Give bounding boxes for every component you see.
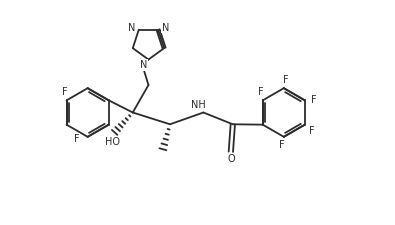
Text: F: F	[279, 140, 285, 151]
Text: N: N	[162, 23, 169, 33]
Text: F: F	[309, 126, 315, 135]
Text: F: F	[258, 87, 263, 97]
Text: F: F	[62, 88, 68, 97]
Text: N: N	[128, 23, 135, 33]
Text: F: F	[311, 95, 316, 105]
Text: F: F	[283, 74, 289, 85]
Text: NH: NH	[191, 100, 206, 110]
Text: N: N	[140, 60, 147, 70]
Text: O: O	[227, 154, 235, 164]
Text: F: F	[74, 134, 79, 144]
Text: HO: HO	[105, 137, 120, 147]
